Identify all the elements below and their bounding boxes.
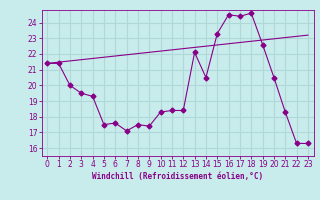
X-axis label: Windchill (Refroidissement éolien,°C): Windchill (Refroidissement éolien,°C) [92, 172, 263, 181]
